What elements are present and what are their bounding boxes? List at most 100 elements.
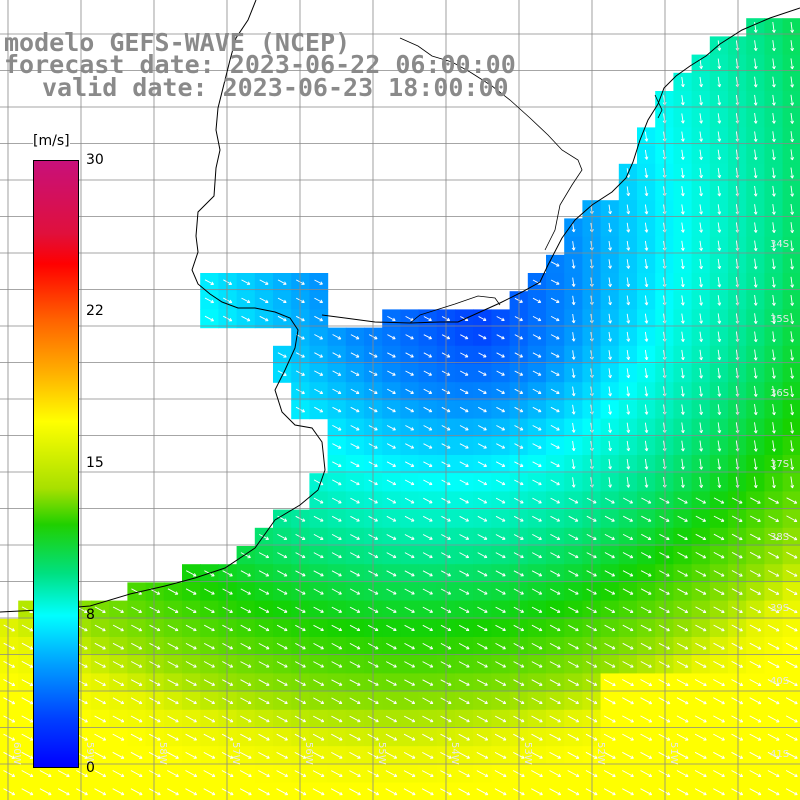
- wind-arrow: [717, 404, 722, 415]
- wind-arrow: [478, 316, 487, 322]
- wind-arrow: [203, 770, 216, 778]
- wind-arrow: [532, 388, 542, 395]
- wind-arrow: [731, 679, 744, 687]
- wind-arrow: [608, 313, 612, 324]
- wind-arrow: [112, 642, 124, 650]
- wind-arrow: [222, 315, 233, 322]
- wind-arrow: [772, 149, 776, 161]
- wind-arrow: [786, 606, 798, 614]
- wind-arrow: [568, 552, 579, 559]
- wind-speed-cell: [418, 782, 438, 800]
- wind-arrow: [422, 697, 434, 705]
- wind-arrow: [676, 642, 689, 650]
- wind-arrow: [604, 497, 615, 504]
- wind-arrow: [477, 461, 487, 467]
- wind-arrow: [713, 770, 725, 778]
- wind-arrow: [421, 788, 434, 796]
- wind-arrow: [767, 697, 780, 705]
- wind-arrow: [644, 168, 649, 178]
- wind-arrow: [626, 331, 631, 342]
- wind-arrow: [640, 570, 652, 577]
- wind-arrow: [749, 533, 761, 541]
- wind-arrow: [3, 679, 16, 687]
- wind-arrow: [532, 334, 542, 340]
- wind-arrow: [459, 406, 469, 413]
- wind-arrow: [659, 570, 670, 577]
- wind-speed-cells: [0, 18, 800, 800]
- wind-arrow: [731, 642, 743, 650]
- wind-arrow: [622, 534, 634, 541]
- wind-arrow: [349, 770, 361, 777]
- wind-arrow: [549, 661, 561, 668]
- wind-arrow: [749, 588, 761, 595]
- wind-arrow: [644, 349, 649, 361]
- wind-arrow: [677, 515, 688, 522]
- wind-arrow: [349, 715, 361, 723]
- wind-arrow: [405, 334, 414, 340]
- wind-arrow: [658, 588, 670, 595]
- wind-arrow: [21, 751, 34, 759]
- wind-arrow: [130, 715, 143, 723]
- wind-arrow: [386, 497, 397, 504]
- wind-arrow: [112, 661, 124, 668]
- wind-arrow: [713, 788, 725, 796]
- wind-arrow: [477, 497, 488, 504]
- wind-arrow: [385, 715, 397, 723]
- wind-arrow: [640, 642, 652, 650]
- wind-arrow: [790, 294, 795, 306]
- wind-arrow: [494, 752, 507, 759]
- wind-arrow: [731, 570, 743, 577]
- wind-arrow: [608, 422, 612, 433]
- wind-speed-cell: [637, 782, 656, 800]
- wind-arrow: [604, 606, 616, 613]
- wind-arrow: [131, 624, 143, 632]
- wind-arrow: [331, 624, 343, 632]
- wind-arrow: [749, 733, 762, 741]
- wind-arrow: [350, 497, 360, 504]
- wind-arrow: [749, 788, 762, 796]
- wind-arrow: [644, 440, 649, 452]
- wind-arrow: [94, 697, 106, 705]
- wind-arrow: [404, 661, 415, 668]
- wind-arrow: [785, 679, 798, 687]
- wind-arrow: [767, 715, 780, 723]
- wind-arrow: [772, 131, 776, 142]
- wind-arrow: [731, 770, 744, 778]
- wind-arrow: [404, 461, 415, 467]
- wind-arrow: [644, 404, 649, 415]
- wind-arrow: [571, 404, 576, 415]
- wind-arrow: [240, 643, 252, 650]
- wind-arrow: [676, 770, 689, 778]
- wind-arrow: [496, 370, 505, 376]
- latitude-label: 41S: [770, 749, 789, 760]
- wind-arrow: [531, 788, 543, 796]
- wind-arrow: [532, 316, 542, 322]
- wind-arrow: [331, 570, 342, 577]
- wind-arrow: [731, 715, 744, 723]
- wind-arrow: [626, 350, 631, 360]
- wind-speed-cell: [18, 782, 37, 800]
- wind-arrow: [767, 679, 780, 687]
- wind-arrow: [695, 570, 707, 577]
- wind-speed-cell: [782, 637, 800, 656]
- wind-arrow: [331, 606, 342, 613]
- wind-arrow: [331, 534, 342, 540]
- wind-arrow: [167, 624, 179, 632]
- wind-arrow: [185, 697, 197, 705]
- wind-arrow: [731, 697, 744, 705]
- wind-arrow: [585, 715, 598, 723]
- wind-arrow: [459, 515, 469, 522]
- wind-arrow: [717, 349, 722, 361]
- longitude-label: 58W: [157, 742, 168, 765]
- wind-arrow: [717, 422, 722, 434]
- wind-arrow: [644, 186, 649, 197]
- wind-arrow: [385, 788, 398, 796]
- wind-arrow: [277, 370, 287, 376]
- wind-arrow: [277, 570, 288, 577]
- wind-arrow: [350, 443, 360, 449]
- wind-arrow: [404, 643, 415, 650]
- wind-arrow: [167, 679, 179, 686]
- wind-speed-cell: [782, 746, 800, 765]
- wind-arrow: [222, 606, 233, 613]
- wind-arrow: [786, 551, 798, 559]
